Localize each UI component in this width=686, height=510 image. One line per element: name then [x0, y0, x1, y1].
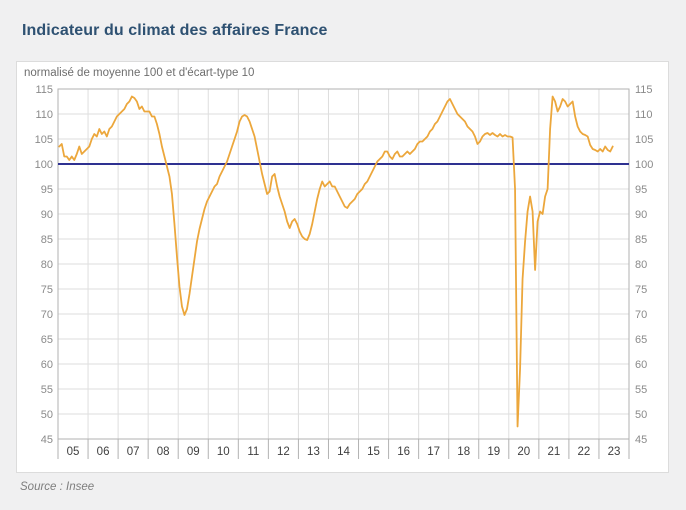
y-axis-label-right: 70	[635, 309, 647, 321]
plot-frame	[57, 88, 630, 440]
x-axis-label: 12	[277, 446, 290, 458]
y-axis-label-left: 65	[41, 334, 53, 346]
x-axis-label: 14	[337, 446, 350, 458]
y-axis-label-left: 70	[41, 309, 53, 321]
y-axis-label-right: 60	[635, 359, 647, 371]
x-axis-label: 21	[547, 446, 560, 458]
y-axis-label-right: 90	[635, 209, 647, 221]
y-axis-label-left: 115	[35, 84, 53, 96]
y-axis-label-right: 110	[635, 109, 653, 121]
x-axis-label: 08	[157, 446, 170, 458]
y-axis-label-right: 65	[635, 334, 647, 346]
x-axis-label: 06	[97, 446, 110, 458]
x-axis-label: 20	[517, 446, 530, 458]
x-axis-label: 15	[367, 446, 380, 458]
y-axis-label-left: 95	[41, 184, 53, 196]
x-axis-label: 13	[307, 446, 320, 458]
business-climate-line-chart: 45 45 50 50 55 55 60 60 65 65 70 70 75 75 80 80 85 85 90 90…	[35, 84, 653, 459]
y-axis-label-left: 80	[41, 259, 53, 271]
chart-subtitle: normalisé de moyenne 100 et d'écart-type…	[24, 67, 255, 79]
x-axis-label: 11	[247, 446, 259, 458]
y-axis-label-right: 50	[635, 409, 647, 421]
y-axis-label-right: 105	[635, 134, 653, 146]
page-title: Indicateur du climat des affaires France	[22, 22, 328, 39]
series-line	[58, 95, 614, 428]
x-axis-label: 05	[67, 446, 80, 458]
source-caption: Source : Insee	[20, 481, 95, 493]
y-axis-label-right: 95	[635, 184, 647, 196]
y-axis-label-left: 90	[41, 209, 53, 221]
x-axis-label: 16	[397, 446, 410, 458]
x-axis-label: 19	[487, 446, 500, 458]
y-axis-label-right: 100	[635, 159, 653, 171]
y-axis-label-left: 50	[41, 409, 53, 421]
y-axis-label-left: 110	[35, 109, 53, 121]
y-axis-label-left: 100	[35, 159, 53, 171]
y-axis-label-left: 85	[41, 234, 53, 246]
y-axis-label-right: 85	[635, 234, 647, 246]
y-axis-label-left: 45	[41, 434, 53, 446]
x-axis-label: 10	[217, 446, 230, 458]
y-axis-label-left: 105	[35, 134, 53, 146]
y-axis-label-right: 115	[635, 84, 653, 96]
x-axis-label: 07	[127, 446, 140, 458]
y-axis-label-right: 55	[635, 384, 647, 396]
x-axis-label: 18	[457, 446, 470, 458]
y-axis-label-right: 45	[635, 434, 647, 446]
y-axis-label-right: 75	[635, 284, 647, 296]
y-axis-label-right: 80	[635, 259, 647, 271]
chart-card: normalisé de moyenne 100 et d'écart-type…	[16, 61, 669, 473]
y-axis-label-left: 60	[41, 359, 53, 371]
y-axis-label-left: 55	[41, 384, 53, 396]
x-axis-label: 23	[608, 446, 621, 458]
x-axis-label: 09	[187, 446, 200, 458]
y-axis-label-left: 75	[41, 284, 53, 296]
x-axis-label: 22	[578, 446, 591, 458]
x-axis-label: 17	[427, 446, 440, 458]
